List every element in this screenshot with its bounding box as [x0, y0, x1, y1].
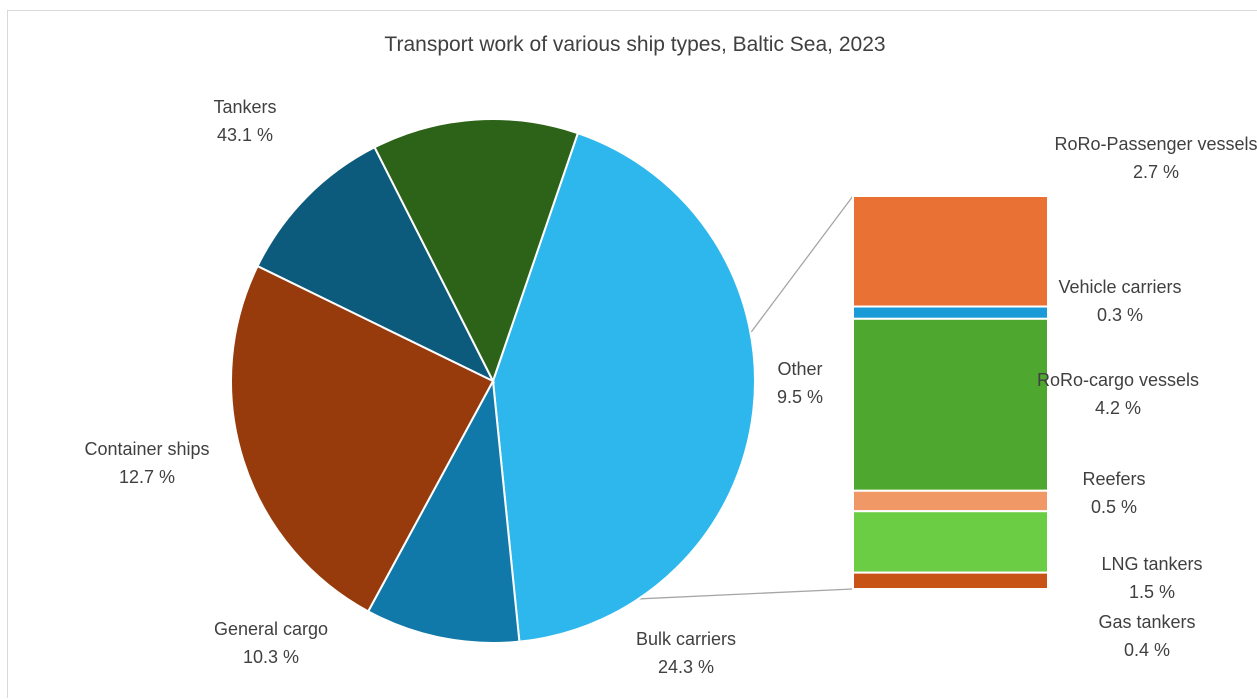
data-label-roro-passenger-vessels: RoRo-Passenger vessels 2.7 % [1054, 134, 1257, 182]
data-label-roro-cargo-vessels: RoRo-cargo vessels 4.2 % [1037, 370, 1199, 418]
pie-slice-general-cargo [256, 145, 496, 384]
bar-segment-roro-passenger-vessels [852, 195, 1049, 308]
bar-segment-vehicle-carriers [852, 305, 1049, 320]
bar-segment-roro-cargo-vessels [852, 317, 1049, 492]
data-label-bulk-carriers: Bulk carriers 24.3 % [636, 629, 736, 677]
data-label-vehicle-carriers: Vehicle carriers 0.3 % [1058, 277, 1181, 325]
data-label-general-cargo: General cargo 10.3 % [214, 619, 328, 667]
bar-segment-lng-tankers [852, 510, 1049, 574]
data-label-gas-tankers: Gas tankers 0.4 % [1098, 612, 1195, 660]
data-label-lng-tankers: LNG tankers 1.5 % [1101, 554, 1202, 602]
bar-segment-reefers [852, 489, 1049, 513]
bar-segment-gas-tankers [852, 571, 1049, 591]
chart-area: Transport work of various ship types, Ba… [7, 10, 1257, 698]
chart-title: Transport work of various ship types, Ba… [384, 33, 885, 56]
pie-slice-container-ships [373, 118, 580, 384]
data-label-other: Other 9.5 % [777, 359, 823, 407]
chart-svg: Transport work of various ship types, Ba… [84, 33, 1257, 677]
data-label-reefers: Reefers 0.5 % [1082, 469, 1145, 517]
pie-slice-bulk-carriers [230, 264, 495, 613]
pie [230, 118, 756, 645]
data-label-container-ships: Container ships 12.7 % [84, 439, 209, 487]
data-label-tankers: Tankers 43.1 % [213, 97, 276, 145]
pie-slice-other [366, 377, 521, 645]
data-labels: Tankers 43.1 % Other 9.5 % Bulk carriers 24.3… [84, 97, 1257, 677]
other-breakdown-bar [852, 195, 1049, 591]
pie-slice-tankers [491, 131, 756, 643]
